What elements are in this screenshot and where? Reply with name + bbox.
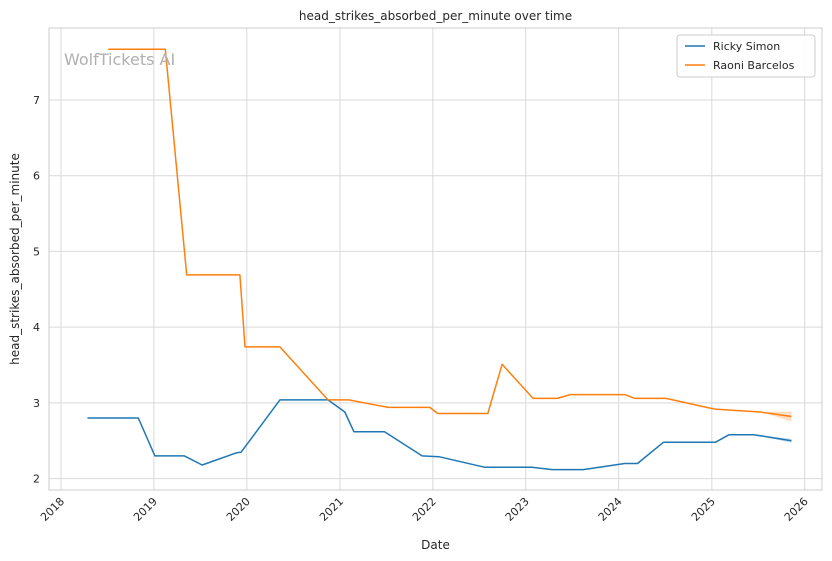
y-tick-label: 3 bbox=[33, 397, 40, 410]
y-tick-label: 4 bbox=[33, 321, 40, 334]
y-tick-label: 6 bbox=[33, 170, 40, 183]
legend-entry: Raoni Barcelos bbox=[713, 59, 795, 72]
y-tick-label: 7 bbox=[33, 94, 40, 107]
chart-title: head_strikes_absorbed_per_minute over ti… bbox=[299, 9, 572, 23]
legend: Ricky Simon Raoni Barcelos bbox=[677, 35, 815, 77]
watermark: WolfTickets AI bbox=[64, 50, 175, 69]
x-axis-label: Date bbox=[421, 538, 450, 552]
y-tick-label: 5 bbox=[33, 245, 40, 258]
y-tick-label: 2 bbox=[33, 473, 40, 486]
y-axis-label: head_strikes_absorbed_per_minute bbox=[8, 153, 22, 365]
legend-entry: Ricky Simon bbox=[713, 40, 780, 53]
